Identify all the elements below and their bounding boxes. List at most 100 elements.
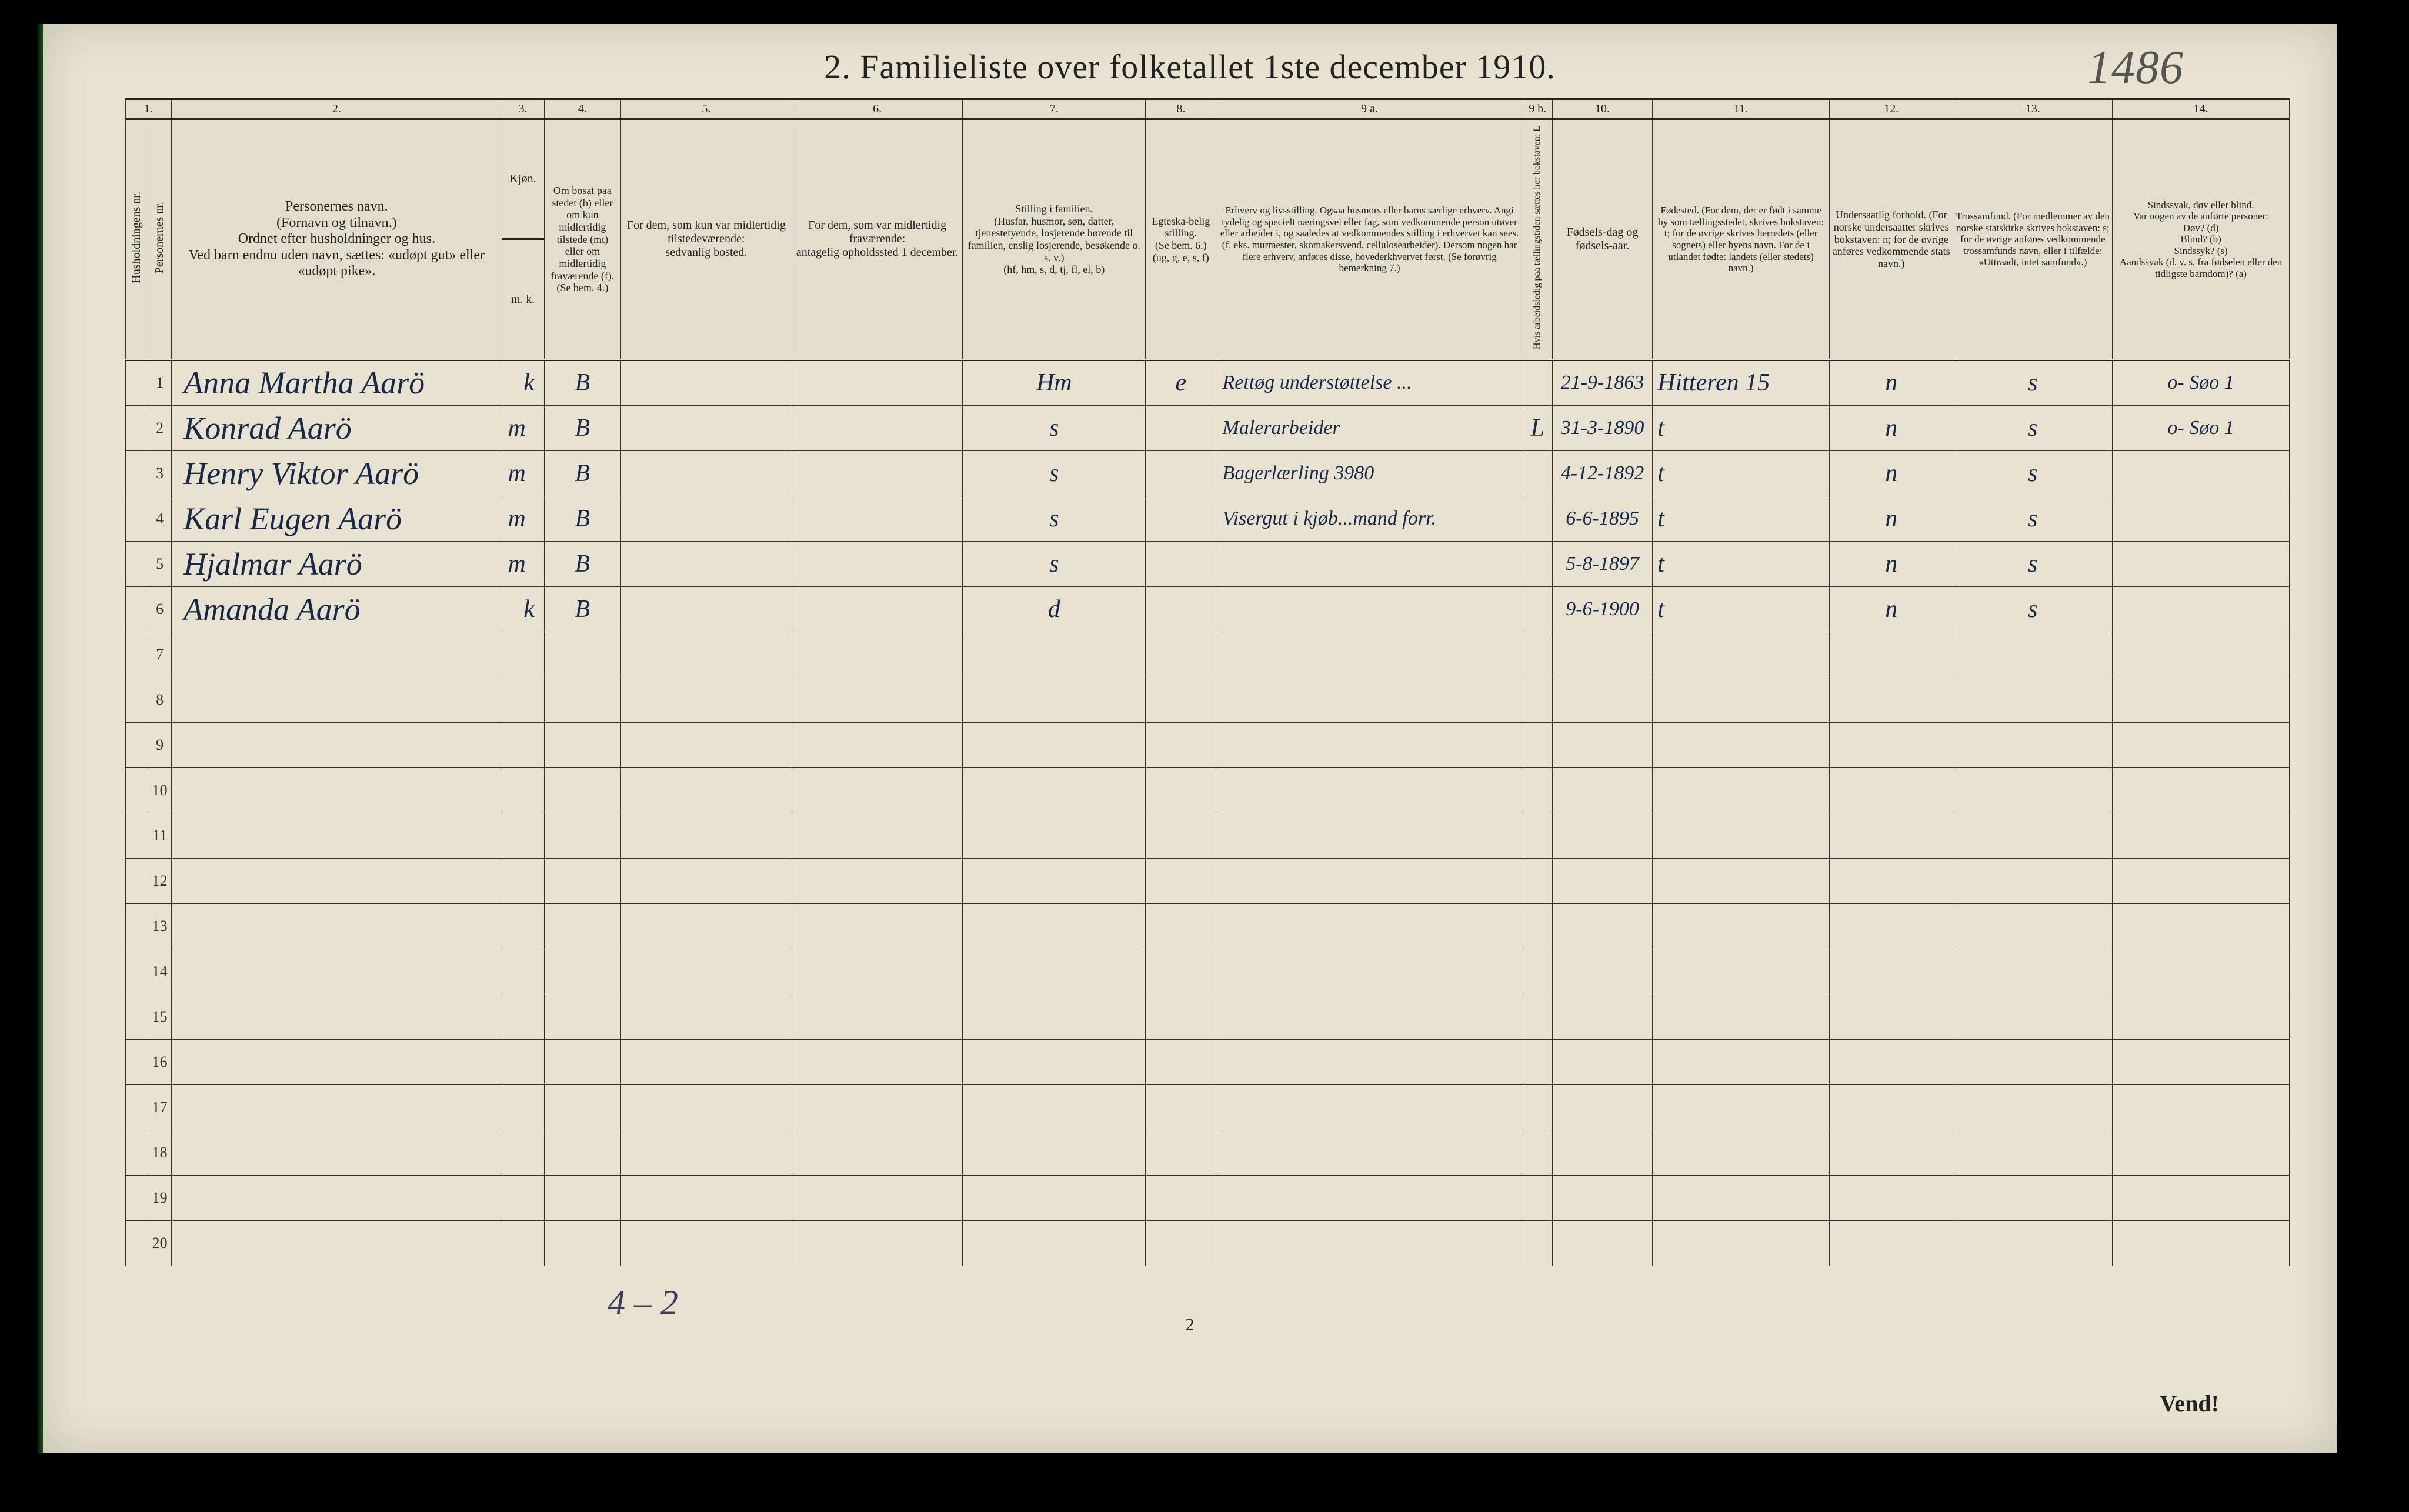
stilling-cell <box>963 632 1146 677</box>
erhverv-cell <box>1216 994 1523 1039</box>
egt-cell <box>1146 586 1216 632</box>
bosat-cell <box>544 677 620 722</box>
name-cell <box>172 632 502 677</box>
footer-page-number: 2 <box>1186 1315 1195 1335</box>
col5-cell <box>621 1084 792 1130</box>
ledig-cell <box>1523 1039 1552 1084</box>
bosat-cell <box>544 722 620 767</box>
under-cell <box>1829 722 1953 767</box>
title-row: 2. Familieliste over folketallet 1ste de… <box>43 24 2337 86</box>
sex-cell <box>502 1130 544 1175</box>
egt-cell <box>1146 858 1216 903</box>
col6-cell <box>792 994 963 1039</box>
hhnr-cell <box>126 586 148 632</box>
dob-cell: 21-9-1863 <box>1552 359 1652 405</box>
dob-cell: 9-6-1900 <box>1552 586 1652 632</box>
ledig-cell <box>1523 1084 1552 1130</box>
col5-cell <box>621 722 792 767</box>
bosat-cell <box>544 632 620 677</box>
ledig-cell <box>1523 677 1552 722</box>
table-row: 9 <box>126 722 2290 767</box>
erhverv-cell <box>1216 1084 1523 1130</box>
under-cell <box>1829 813 1953 858</box>
egt-cell: e <box>1146 359 1216 405</box>
sex-cell <box>502 1220 544 1266</box>
sex-cell <box>502 994 544 1039</box>
erhverv-cell <box>1216 1175 1523 1220</box>
sind-cell <box>2113 1220 2290 1266</box>
dob-cell <box>1552 722 1652 767</box>
col6-cell <box>792 1039 963 1084</box>
col5-cell <box>621 1130 792 1175</box>
fodested-cell <box>1653 722 1830 767</box>
hdr-col9a: Erhverv og livsstilling. Ogsaa husmors e… <box>1216 119 1523 360</box>
egt-cell <box>1146 1130 1216 1175</box>
hhnr-cell <box>126 767 148 813</box>
name-cell <box>172 767 502 813</box>
colnum-14: 14. <box>2113 99 2290 119</box>
sind-cell <box>2113 858 2290 903</box>
hhnr-cell <box>126 1084 148 1130</box>
col6-cell <box>792 359 963 405</box>
table-row: 3Henry Viktor Aaröm BsBagerlærling 39804… <box>126 450 2290 496</box>
sex-cell <box>502 949 544 994</box>
stilling-cell <box>963 903 1146 949</box>
sind-cell <box>2113 632 2290 677</box>
name-cell <box>172 813 502 858</box>
hdr-hhnr: Husholdningens nr. <box>126 119 148 360</box>
pnr-cell: 14 <box>148 949 172 994</box>
stilling-cell <box>963 1039 1146 1084</box>
sind-cell <box>2113 949 2290 994</box>
col5-cell <box>621 450 792 496</box>
stilling-cell <box>963 722 1146 767</box>
name-cell <box>172 949 502 994</box>
dob-cell <box>1552 677 1652 722</box>
col5-cell <box>621 767 792 813</box>
erhverv-cell: Bagerlærling 3980 <box>1216 450 1523 496</box>
hdr-col7: Stilling i familien. (Husfar, husmor, sø… <box>963 119 1146 360</box>
col6-cell <box>792 541 963 586</box>
under-cell <box>1829 1039 1953 1084</box>
pnr-cell: 6 <box>148 586 172 632</box>
pnr-cell: 18 <box>148 1130 172 1175</box>
sex-cell: m <box>502 405 544 450</box>
tros-cell <box>1953 1039 2113 1084</box>
sind-cell <box>2113 1130 2290 1175</box>
sind-cell <box>2113 541 2290 586</box>
tros-cell: s <box>1953 586 2113 632</box>
dob-cell <box>1552 767 1652 813</box>
table-row: 12 <box>126 858 2290 903</box>
sex-cell: k <box>502 586 544 632</box>
col6-cell <box>792 903 963 949</box>
egt-cell <box>1146 632 1216 677</box>
dob-cell <box>1552 949 1652 994</box>
dob-cell <box>1552 1175 1652 1220</box>
fodested-cell <box>1653 949 1830 994</box>
stilling-cell <box>963 1220 1146 1266</box>
sind-cell <box>2113 677 2290 722</box>
ledig-cell <box>1523 949 1552 994</box>
tros-cell <box>1953 1175 2113 1220</box>
erhverv-cell <box>1216 677 1523 722</box>
colnum-10: 10. <box>1552 99 1652 119</box>
name-cell <box>172 994 502 1039</box>
colnum-12: 12. <box>1829 99 1953 119</box>
dob-cell <box>1552 813 1652 858</box>
ledig-cell <box>1523 1175 1552 1220</box>
tros-cell: s <box>1953 541 2113 586</box>
census-table: 1. 2. 3. 4. 5. 6. 7. 8. 9 a. 9 b. 10. 11… <box>125 98 2290 1266</box>
pnr-cell: 2 <box>148 405 172 450</box>
stilling-cell: s <box>963 450 1146 496</box>
stilling-cell: d <box>963 586 1146 632</box>
fodested-cell: Hitteren 15 <box>1653 359 1830 405</box>
egt-cell <box>1146 1084 1216 1130</box>
under-cell <box>1829 903 1953 949</box>
ledig-cell <box>1523 858 1552 903</box>
col6-cell <box>792 632 963 677</box>
sex-cell <box>502 632 544 677</box>
hdr-hhnr-label: Husholdningens nr. <box>130 188 144 287</box>
fodested-cell <box>1653 632 1830 677</box>
egt-cell <box>1146 722 1216 767</box>
sex-cell: k <box>502 359 544 405</box>
table-row: 17 <box>126 1084 2290 1130</box>
